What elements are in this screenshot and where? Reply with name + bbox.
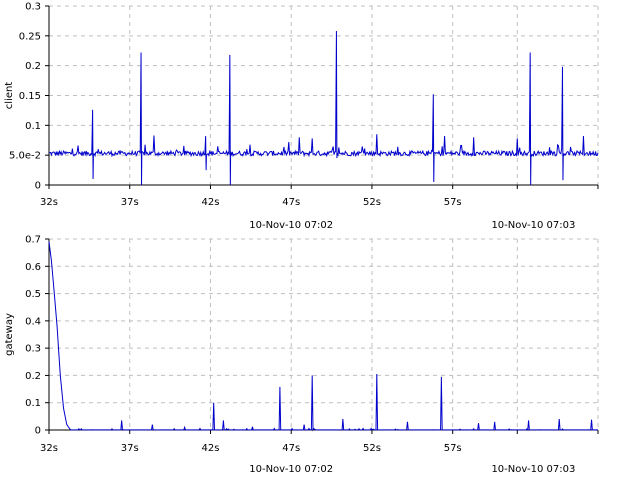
client-chart-panel: 0 5.0e-2 0.1 0.15 0.2 0.25 0.3 32s 37s 42s 47s 52s 5…: [4, 2, 599, 231]
gateway-xtick-label: 42s: [202, 443, 220, 454]
gateway-chart-panel: 0 0.1 0.2 0.3 0.4 0.5 0.6 0.7 32s 37s 42s 47s 52s 57s…: [4, 235, 599, 475]
gateway-ytick-label: 0.6: [25, 262, 41, 273]
client-xtick-label: 52s: [363, 197, 381, 208]
gateway-xtick-label: 32s: [40, 443, 58, 454]
gateway-date-label: 10-Nov-10 07:03: [491, 464, 575, 475]
gateway-ytick-label: 0.5: [25, 289, 41, 300]
client-y-axis-label: client: [4, 82, 15, 110]
client-ytick-label: 0.15: [19, 91, 41, 102]
client-ytick-label: 5.0e-2: [9, 151, 41, 162]
gateway-ytick-label: 0.2: [25, 371, 41, 382]
client-series-line: [48, 31, 599, 186]
gateway-ytick-label: 0.7: [25, 235, 41, 246]
gateway-ytick-label: 0.3: [25, 344, 41, 355]
client-ytick-label: 0.2: [25, 61, 41, 72]
client-date-label: 10-Nov-10 07:03: [491, 220, 575, 231]
client-ytick-label: 0.1: [25, 121, 41, 132]
gateway-xtick-label: 37s: [121, 443, 139, 454]
gateway-series-line: [48, 241, 598, 432]
client-xtick-label: 57s: [444, 197, 462, 208]
gateway-xtick-label: 52s: [363, 443, 381, 454]
gateway-ytick-label: 0.4: [25, 316, 41, 327]
client-date-label: 10-Nov-10 07:02: [249, 220, 333, 231]
gateway-xtick-label: 57s: [444, 443, 462, 454]
gateway-ytick-label: 0: [35, 426, 41, 437]
client-xtick-label: 37s: [121, 197, 139, 208]
client-ytick-label: 0: [35, 181, 41, 192]
client-ytick-label: 0.3: [25, 2, 41, 13]
gateway-ytick-label: 0.1: [25, 398, 41, 409]
client-xtick-label: 32s: [40, 197, 58, 208]
client-xtick-label: 47s: [282, 197, 300, 208]
gateway-y-axis-label: gateway: [4, 313, 15, 356]
gateway-date-label: 10-Nov-10 07:02: [249, 464, 333, 475]
gateway-xtick-label: 47s: [282, 443, 300, 454]
client-ytick-label: 0.25: [19, 31, 41, 42]
client-xtick-label: 42s: [202, 197, 220, 208]
